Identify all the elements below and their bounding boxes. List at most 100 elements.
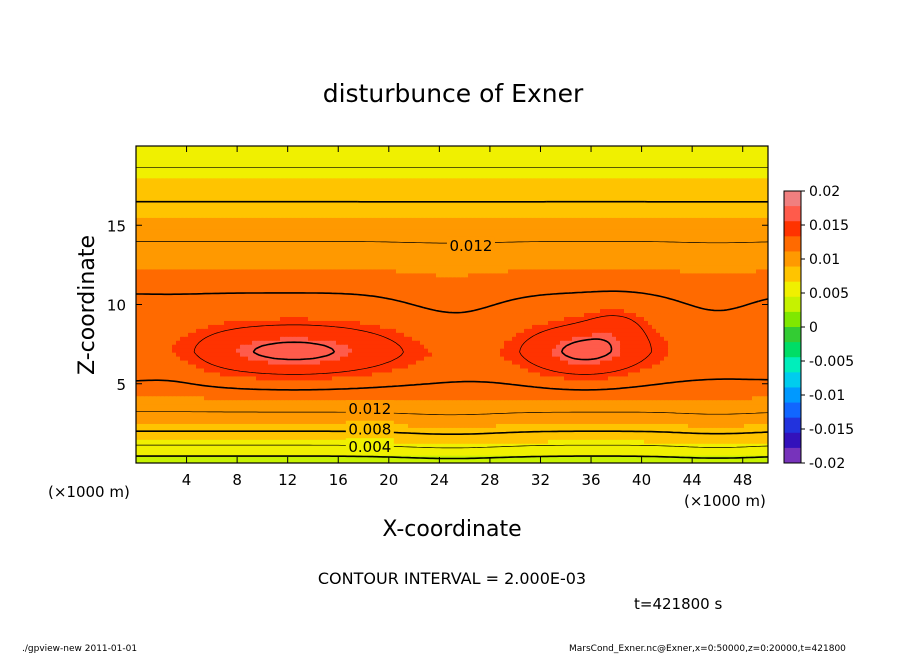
field-cell — [748, 423, 753, 428]
field-cell — [736, 383, 741, 389]
field-cell — [740, 344, 745, 349]
field-cell — [136, 352, 141, 357]
field-cell — [456, 395, 461, 401]
field-cell — [456, 336, 461, 341]
field-cell — [740, 427, 745, 432]
field-cell — [428, 427, 433, 432]
field-cell — [508, 427, 513, 432]
field-cell — [140, 411, 145, 417]
field-cell — [228, 359, 233, 365]
field-cell — [400, 367, 405, 373]
field-cell — [232, 359, 237, 365]
field-cell — [372, 415, 377, 421]
field-cell — [324, 423, 329, 428]
field-cell — [432, 375, 437, 381]
field-cell — [644, 459, 649, 463]
field-cell — [692, 391, 697, 397]
field-cell — [488, 451, 493, 456]
field-cell — [196, 435, 201, 440]
field-cell — [496, 356, 501, 361]
field-cell — [692, 451, 697, 456]
field-cell — [440, 399, 445, 405]
field-cell — [648, 348, 653, 353]
field-cell — [464, 423, 469, 428]
field-cell — [536, 435, 541, 440]
field-cell — [700, 375, 705, 381]
field-cell — [476, 447, 481, 452]
field-cell — [700, 371, 705, 377]
field-cell — [656, 356, 661, 361]
field-cell — [756, 344, 761, 349]
field-cell — [340, 435, 345, 440]
field-cell — [372, 375, 377, 381]
field-cell — [560, 419, 565, 424]
field-cell — [664, 395, 669, 401]
field-cell — [180, 443, 185, 448]
field-cell — [540, 419, 545, 424]
field-cell — [232, 352, 237, 357]
field-cell — [144, 375, 149, 381]
field-cell — [272, 407, 277, 413]
field-cell — [196, 459, 201, 463]
field-cell — [624, 435, 629, 440]
field-cell — [432, 447, 437, 452]
field-cell — [752, 363, 757, 369]
field-cell — [464, 352, 469, 357]
field-cell — [580, 356, 585, 361]
field-cell — [164, 423, 169, 428]
field-cell — [176, 455, 181, 460]
field-cell — [628, 383, 633, 389]
field-cell — [416, 435, 421, 440]
field-cell — [136, 336, 141, 341]
field-cell — [428, 391, 433, 397]
field-cell — [540, 391, 545, 397]
field-cell — [696, 356, 701, 361]
field-cell — [712, 363, 717, 369]
field-cell — [756, 411, 761, 417]
field-cell — [536, 411, 541, 417]
field-cell — [476, 399, 481, 405]
field-cell — [644, 423, 649, 428]
field-cell — [144, 336, 149, 341]
field-cell — [164, 367, 169, 373]
field-cell — [164, 383, 169, 389]
field-cell — [284, 451, 289, 456]
field-cell — [660, 431, 665, 436]
field-cell — [608, 367, 613, 373]
field-cell — [152, 407, 157, 413]
field-cell — [656, 359, 661, 365]
field-cell — [460, 403, 465, 409]
field-cell — [296, 399, 301, 405]
field-cell — [172, 375, 177, 381]
field-cell — [636, 435, 641, 440]
field-cell — [284, 411, 289, 417]
field-cell — [200, 435, 205, 440]
field-cell — [416, 379, 421, 385]
field-cell — [692, 419, 697, 424]
field-cell — [480, 395, 485, 401]
field-cell — [276, 399, 281, 405]
field-cell — [660, 419, 665, 424]
field-cell — [648, 407, 653, 413]
field-cell — [600, 375, 605, 381]
field-cell — [708, 379, 713, 385]
field-cell — [288, 427, 293, 432]
field-cell — [452, 447, 457, 452]
field-cell — [496, 363, 501, 369]
field-cell — [572, 367, 577, 373]
field-cell — [364, 387, 369, 393]
field-cell — [220, 459, 225, 463]
field-cell — [620, 371, 625, 377]
field-cell — [700, 367, 705, 373]
field-cell — [144, 443, 149, 448]
field-cell — [432, 435, 437, 440]
field-cell — [716, 415, 721, 421]
field-cell — [524, 399, 529, 405]
field-cell — [440, 443, 445, 448]
field-cell — [420, 407, 425, 413]
field-cell — [400, 447, 405, 452]
field-cell — [384, 387, 389, 393]
field-cell — [252, 403, 257, 409]
field-cell — [424, 411, 429, 417]
field-cell — [708, 439, 713, 444]
